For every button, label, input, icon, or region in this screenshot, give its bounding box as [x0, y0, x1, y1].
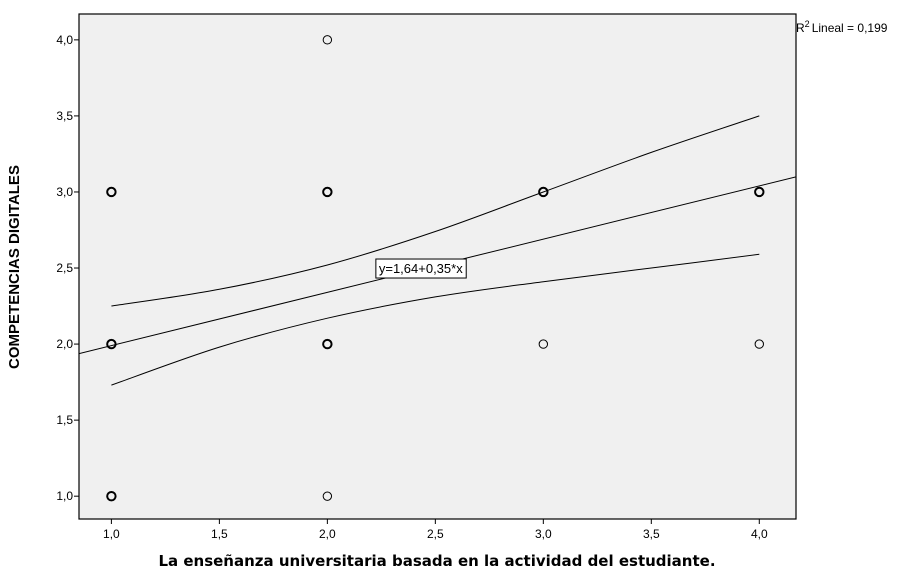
y-tick-label: 3,5 [56, 109, 73, 123]
data-point [538, 186, 549, 198]
y-tick-label: 2,5 [56, 261, 73, 275]
y-tick-label: 4,0 [56, 33, 73, 47]
y-axis-title: COMPETENCIAS DIGITALES [6, 165, 23, 369]
y-tick-label: 1,0 [56, 489, 73, 503]
x-tick-label: 3,5 [643, 527, 660, 541]
x-axis: 1,0 1,5 2,0 2,5 3,0 3,5 4,0 [103, 519, 768, 541]
data-point [106, 338, 117, 350]
data-point [538, 339, 549, 349]
data-point [754, 186, 765, 198]
data-point [106, 490, 117, 502]
x-tick-label: 2,0 [319, 527, 336, 541]
data-points [106, 35, 765, 502]
y-tick-label: 1,5 [56, 413, 73, 427]
equation-label-box: y=1,64+0,35*x [375, 258, 467, 279]
x-tick-label: 2,5 [427, 527, 444, 541]
x-tick-label: 3,0 [535, 527, 552, 541]
data-point [106, 186, 117, 198]
y-tick-label: 2,0 [56, 337, 73, 351]
confidence-upper-curve [111, 115, 760, 307]
y-axis: 1,0 1,5 2,0 2,5 3,0 3,5 4,0 [56, 33, 79, 503]
x-tick-label: 4,0 [751, 527, 768, 541]
data-point [322, 35, 333, 45]
x-axis-title: La enseñanza universitaria basada en la … [158, 552, 715, 570]
confidence-lower-curve [111, 253, 760, 386]
data-point [322, 338, 333, 350]
data-point [322, 186, 333, 198]
equation-label: y=1,64+0,35*x [379, 261, 463, 276]
x-tick-label: 1,5 [211, 527, 228, 541]
y-tick-label: 3,0 [56, 185, 73, 199]
data-point [754, 339, 764, 349]
r-squared-label: R2 Lineal = 0,199 [796, 19, 888, 35]
data-point [322, 491, 333, 501]
confidence-band [111, 115, 760, 386]
x-tick-label: 1,0 [103, 527, 120, 541]
